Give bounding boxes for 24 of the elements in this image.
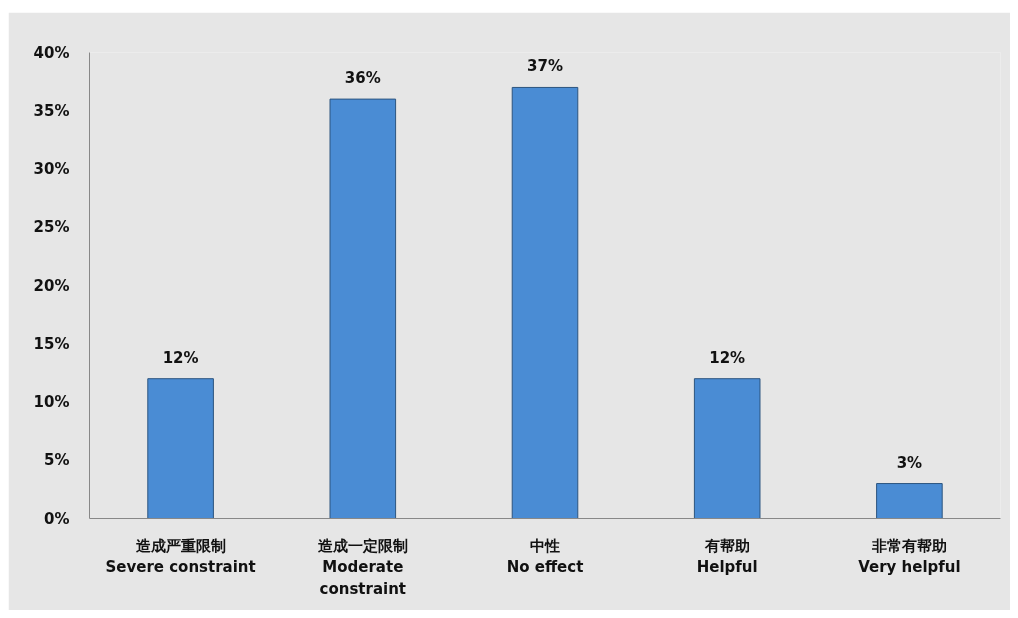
x-tick-label: 造成一定限制 Moderate constraint bbox=[316, 536, 408, 598]
x-tick-label: 非常有帮助 Very helpful bbox=[858, 536, 961, 577]
y-tick-label: 40% bbox=[33, 43, 70, 62]
data-label: 37% bbox=[527, 57, 563, 76]
x-tick-label: 造成严重限制 Severe constraint bbox=[105, 536, 256, 577]
data-label: 12% bbox=[162, 348, 199, 367]
x-tick-label: 中性 No effect bbox=[506, 536, 584, 577]
y-tick-label: 25% bbox=[33, 218, 70, 237]
bar bbox=[329, 98, 397, 519]
y-tick-label: 20% bbox=[33, 276, 70, 295]
bar bbox=[511, 86, 579, 519]
data-label: 12% bbox=[709, 348, 746, 367]
y-tick-label: 15% bbox=[33, 334, 70, 353]
data-label: 3% bbox=[896, 453, 923, 472]
y-tick-label: 0% bbox=[44, 509, 70, 528]
bar bbox=[876, 483, 943, 519]
bar bbox=[693, 378, 761, 519]
x-tick-label: 有帮助 Helpful bbox=[696, 536, 758, 577]
data-label: 36% bbox=[344, 69, 381, 88]
y-tick-label: 10% bbox=[33, 393, 70, 411]
y-tick-label: 30% bbox=[33, 160, 70, 178]
y-tick-label: 35% bbox=[33, 101, 70, 120]
y-tick-label: 5% bbox=[44, 451, 70, 470]
bar bbox=[147, 378, 214, 519]
